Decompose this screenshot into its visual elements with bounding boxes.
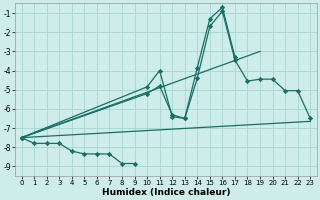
X-axis label: Humidex (Indice chaleur): Humidex (Indice chaleur): [102, 188, 230, 197]
